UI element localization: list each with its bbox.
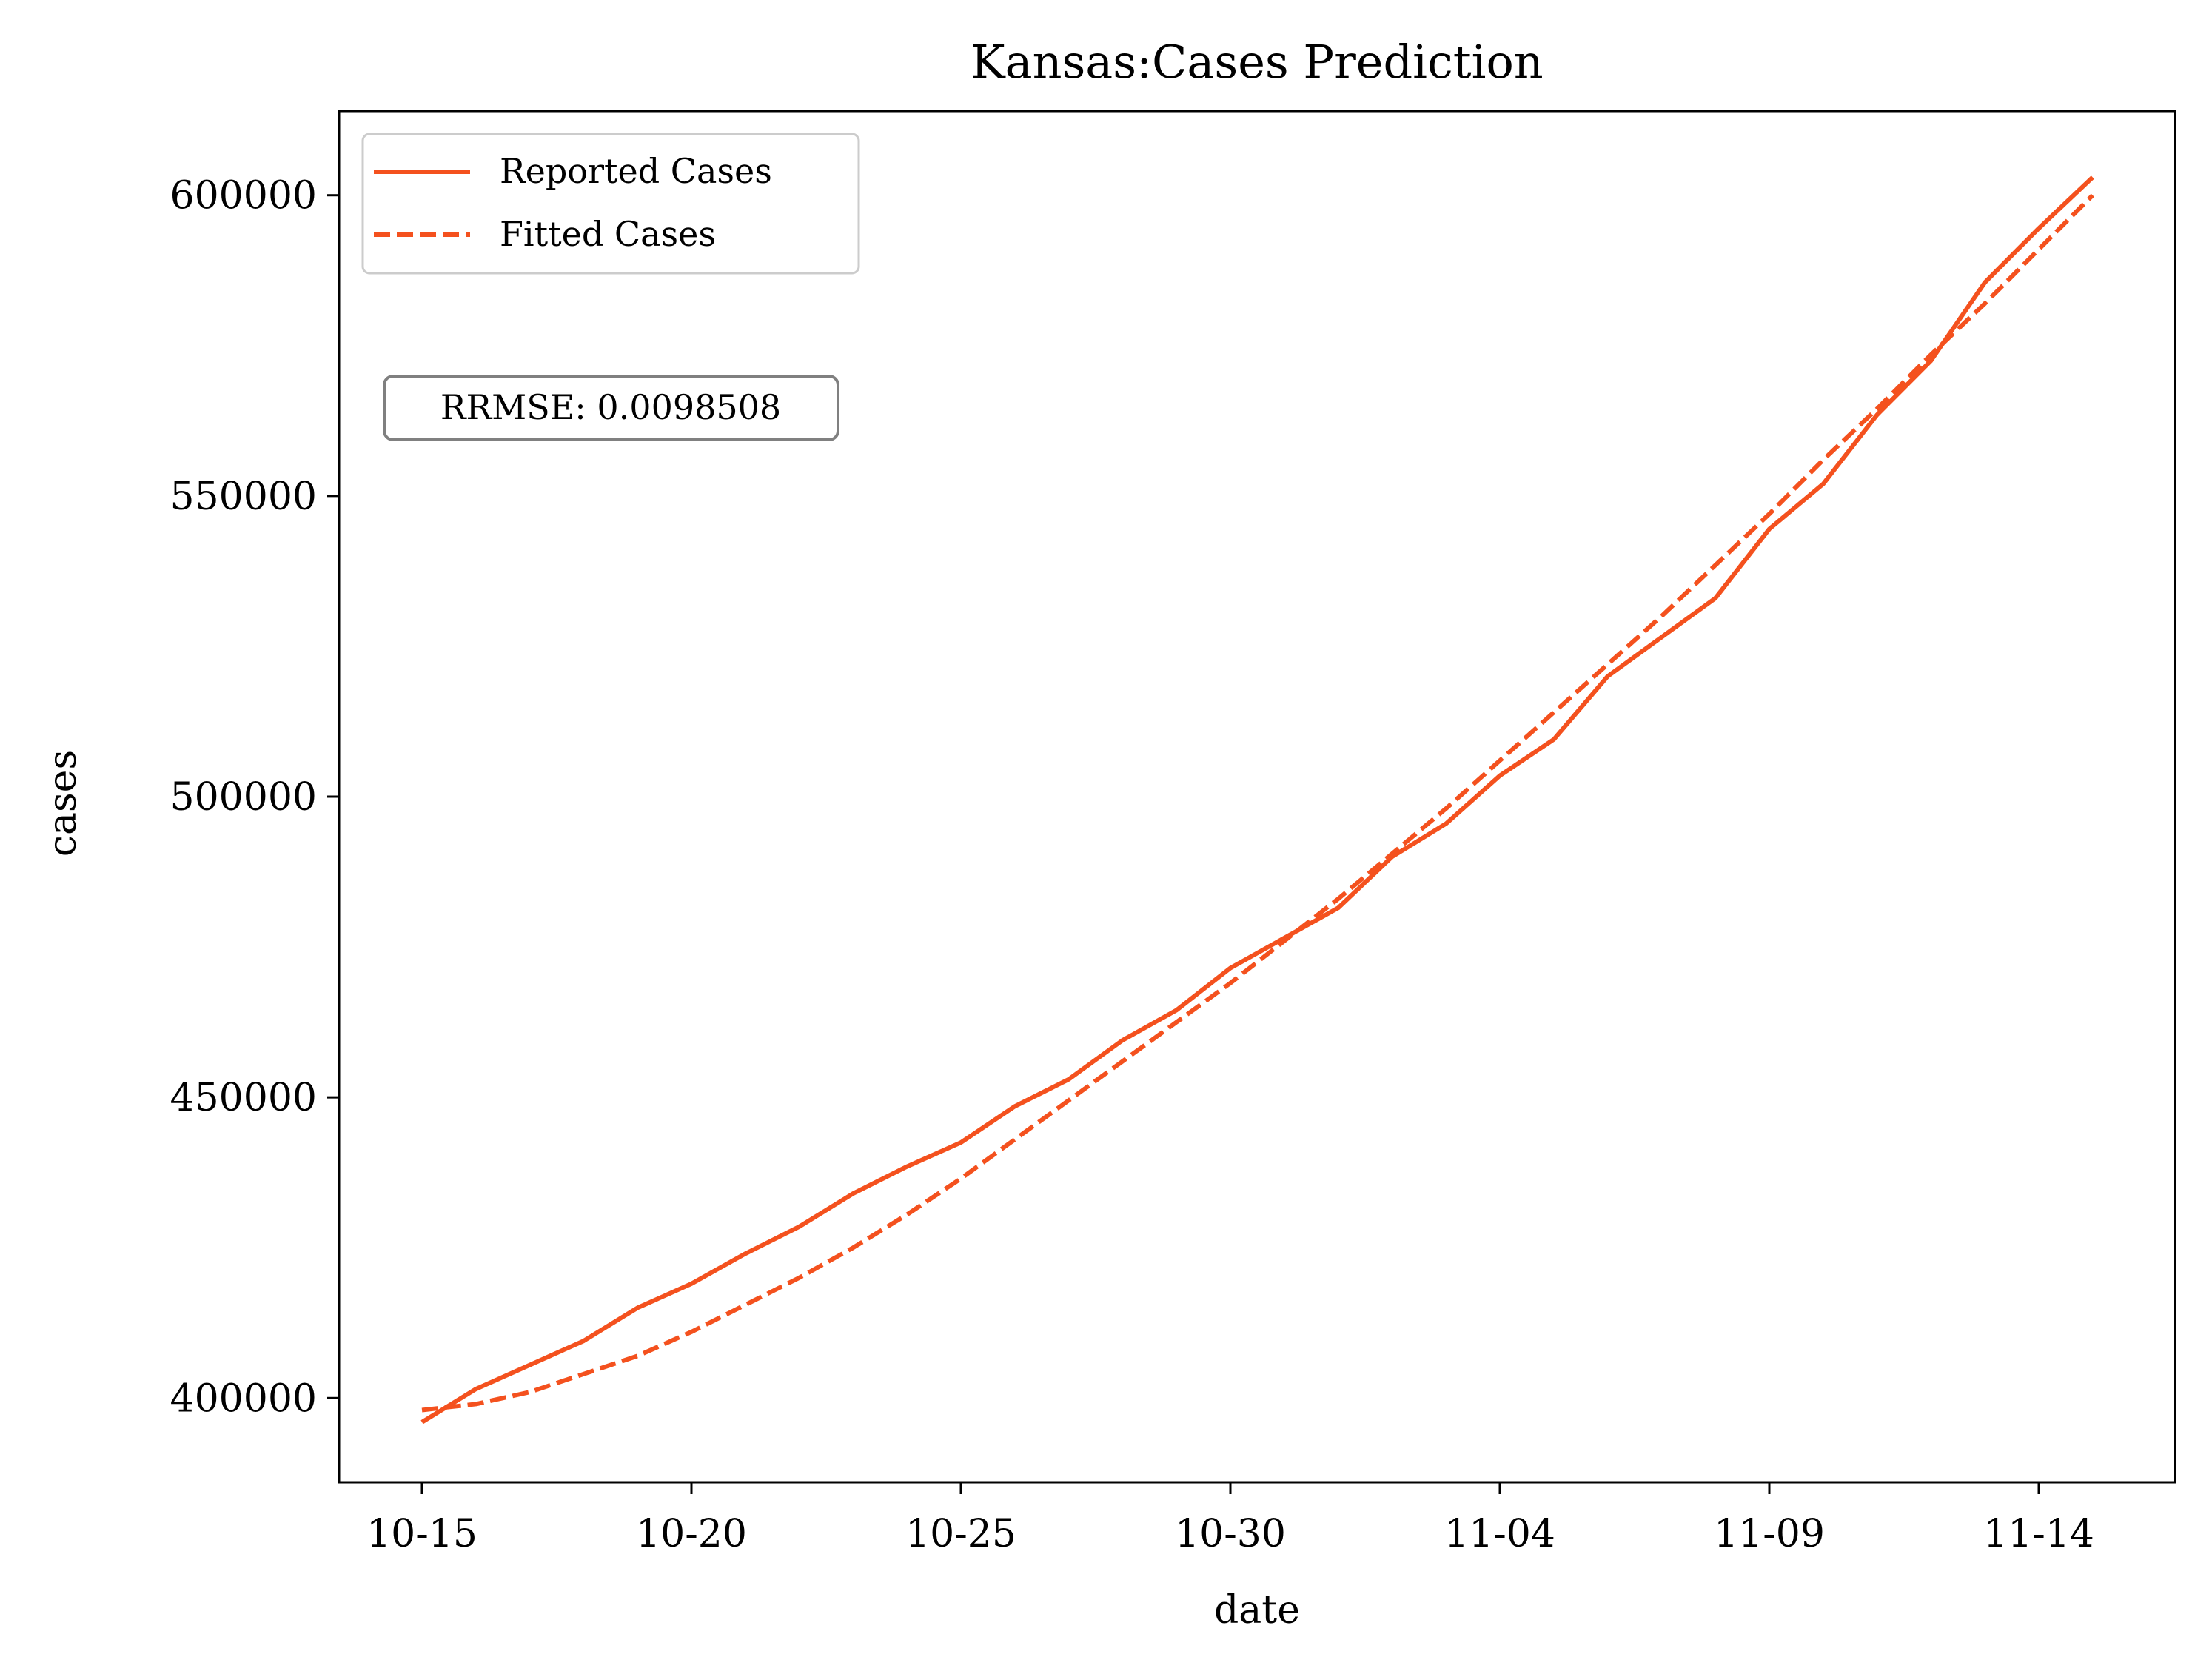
rrmse-annotation: RRMSE: 0.0098508 [383, 375, 839, 441]
y-axis-label: cases [41, 750, 85, 857]
plot-background [339, 111, 2175, 1482]
chart-title: Kansas:Cases Prediction [971, 35, 1543, 89]
x-axis: 10-15 10-20 10-25 10-30 11-04 11-09 11-14 [366, 1482, 2094, 1556]
x-tick-label: 11-09 [1714, 1512, 1825, 1556]
series-line-reported-cases [420, 175, 2094, 1424]
annotation-text: RRMSE: 0.0098508 [440, 387, 781, 427]
x-tick-label: 10-15 [366, 1512, 477, 1556]
x-tick-label: 11-14 [1983, 1512, 2094, 1556]
y-tick-label: 400000 [170, 1376, 317, 1421]
x-tick-label: 10-25 [905, 1512, 1016, 1556]
legend-box [361, 133, 860, 275]
legend: Reported Cases Fitted Cases [361, 133, 860, 275]
y-tick-label: 500000 [170, 775, 317, 820]
legend-label-fitted: Fitted Cases [500, 214, 716, 254]
x-tick-label: 10-30 [1175, 1512, 1286, 1556]
x-tick-label: 10-20 [636, 1512, 747, 1556]
series-layer [420, 175, 2094, 1424]
y-tick-label: 450000 [170, 1076, 317, 1120]
y-axis: 400000 450000 500000 550000 600000 [170, 174, 339, 1421]
y-tick-label: 550000 [170, 475, 317, 519]
legend-label-reported: Reported Cases [500, 151, 772, 191]
series-line-fitted-cases [421, 193, 2094, 1413]
x-axis-label: date [1214, 1588, 1300, 1633]
annotation-box [383, 375, 839, 441]
plot-frame [338, 110, 2176, 1484]
x-tick-label: 11-04 [1444, 1512, 1555, 1556]
y-tick-label: 600000 [170, 174, 317, 218]
